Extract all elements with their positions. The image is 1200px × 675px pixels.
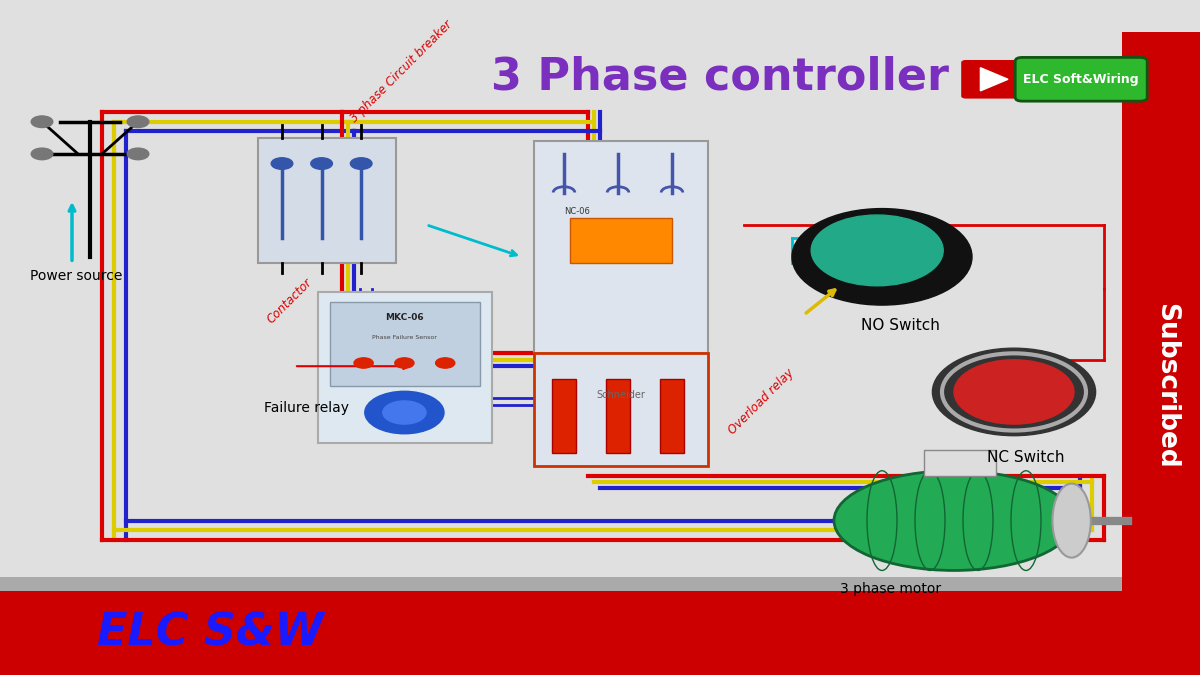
- Text: 3 phase motor: 3 phase motor: [840, 582, 941, 596]
- Text: ELC Soft&Wiring: ELC Soft&Wiring: [1024, 73, 1139, 86]
- Bar: [1122, 32, 1200, 675]
- Circle shape: [436, 358, 455, 368]
- Circle shape: [811, 215, 943, 286]
- Circle shape: [350, 158, 372, 169]
- Circle shape: [954, 360, 1074, 424]
- Bar: [330, 302, 480, 385]
- Circle shape: [932, 348, 1096, 435]
- Bar: [258, 138, 396, 263]
- Text: ELC S&W: ELC S&W: [97, 612, 323, 655]
- Text: 3 Phase controller: 3 Phase controller: [491, 55, 949, 98]
- Circle shape: [792, 209, 972, 305]
- Bar: [534, 353, 708, 466]
- Text: Overload relay: Overload relay: [726, 367, 797, 437]
- Circle shape: [354, 358, 373, 368]
- Bar: [606, 379, 630, 453]
- Text: MKC-06: MKC-06: [385, 313, 424, 323]
- Circle shape: [365, 392, 444, 434]
- Text: Contactor: Contactor: [264, 276, 314, 327]
- Bar: [570, 218, 672, 263]
- Bar: [660, 379, 684, 453]
- Circle shape: [383, 401, 426, 424]
- Text: Failure relay: Failure relay: [264, 401, 349, 415]
- Polygon shape: [980, 68, 1008, 91]
- Bar: [924, 450, 996, 476]
- Text: 3 phase Circuit breaker: 3 phase Circuit breaker: [348, 18, 455, 125]
- Text: Schneider: Schneider: [596, 390, 644, 400]
- Bar: [552, 379, 576, 453]
- Text: NO Switch: NO Switch: [860, 318, 940, 333]
- Bar: [0, 591, 1200, 675]
- Text: Power source: Power source: [30, 269, 122, 283]
- Bar: [534, 141, 708, 353]
- Text: NC-06: NC-06: [564, 207, 590, 216]
- Text: Subscribed: Subscribed: [1153, 302, 1180, 468]
- Ellipse shape: [834, 470, 1074, 570]
- Bar: [318, 292, 492, 443]
- Circle shape: [31, 116, 53, 128]
- Circle shape: [127, 116, 149, 128]
- Text: NC Switch: NC Switch: [988, 450, 1064, 465]
- FancyBboxPatch shape: [1015, 57, 1147, 101]
- Circle shape: [31, 148, 53, 160]
- Bar: [0, 577, 1200, 591]
- Text: Phase Failure Sensor: Phase Failure Sensor: [372, 335, 437, 340]
- Circle shape: [311, 158, 332, 169]
- FancyBboxPatch shape: [961, 60, 1021, 99]
- Circle shape: [271, 158, 293, 169]
- Circle shape: [395, 358, 414, 368]
- Circle shape: [127, 148, 149, 160]
- Ellipse shape: [1052, 483, 1091, 558]
